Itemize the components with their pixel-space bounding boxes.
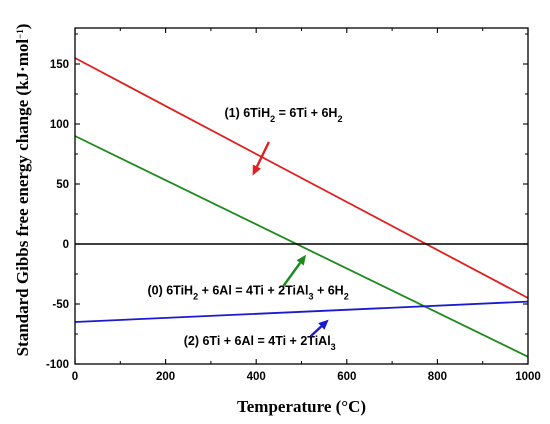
y-tick-label: 50 [56, 179, 69, 191]
annotation-part: + 6H [313, 283, 343, 297]
y-tick-label: 100 [50, 119, 69, 131]
series-line-r0 [74, 135, 529, 358]
y-tick-label: 0 [63, 239, 69, 251]
annotation-arrow-r2 [309, 325, 323, 338]
annotation-part: (1) 6TiH [224, 106, 270, 120]
y-axis-label-sup: −1 [15, 29, 25, 39]
annotation-part: 3 [308, 291, 313, 301]
reaction-annotations: (1) 6TiH2 = 6Ti + 6H2(0) 6TiH2 + 6Al = 4… [147, 106, 348, 352]
series-line-r1 [74, 57, 529, 299]
annotation-part: + 6Al = 4Ti + 2TiAl [198, 283, 308, 297]
x-tick-label: 800 [428, 371, 447, 383]
x-tick-label: 0 [72, 371, 78, 383]
annotation-arrow-r0 [282, 262, 302, 287]
x-tick-label: 600 [337, 371, 356, 383]
annotation-part: 2 [344, 291, 349, 301]
plot-lines [74, 57, 529, 358]
annotation-part: 3 [331, 342, 336, 352]
plot-frame [74, 27, 529, 365]
x-tick-label: 400 [247, 371, 266, 383]
annotation-arrowhead-r1 [252, 164, 261, 176]
annotation-part: (2) 6Ti + 6Al = 4Ti + 2TiAl [184, 334, 331, 348]
annotation-part: (0) 6TiH [147, 283, 193, 297]
y-tick-label: -50 [52, 299, 69, 311]
series-line-r2 [74, 300, 529, 323]
x-tick-label: 1000 [515, 371, 541, 383]
y-tick-label: 150 [50, 59, 69, 71]
annotation-r1: (1) 6TiH2 = 6Ti + 6H2 [224, 106, 342, 124]
annotation-arrowhead-r2 [318, 319, 329, 330]
annotation-r2: (2) 6Ti + 6Al = 4Ti + 2TiAl3 [184, 334, 336, 352]
annotation-part: 2 [193, 291, 198, 301]
annotation-part: 2 [337, 114, 342, 124]
axis-ticks: 0 200 400 600 800 1000 -100 -50 0 50 100 150 [46, 28, 541, 383]
y-axis-label-end: ) [13, 24, 32, 30]
x-axis-label: Temperature (°C) [237, 397, 366, 416]
annotation-part: 2 [270, 114, 275, 124]
y-axis-label-main: Standard Gibbs free energy change (kJ·mo… [13, 39, 32, 357]
annotation-r0: (0) 6TiH2 + 6Al = 4Ti + 2TiAl3 + 6H2 [147, 283, 348, 301]
x-tick-label: 200 [156, 371, 175, 383]
y-tick-label: -100 [46, 359, 69, 371]
annotation-part: = 6Ti + 6H [275, 106, 337, 120]
annotation-arrow-r1 [255, 141, 270, 168]
y-axis-label: Standard Gibbs free energy change (kJ·mo… [13, 24, 32, 357]
annotation-arrowhead-r0 [296, 254, 307, 266]
